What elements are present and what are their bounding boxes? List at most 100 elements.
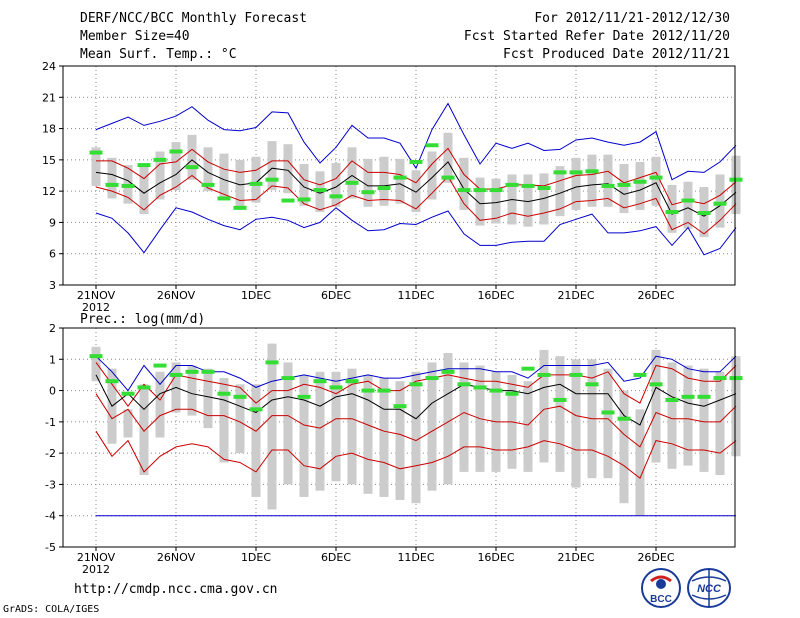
temp-box [331,162,341,207]
prec-obs-mark [409,382,423,387]
temp-box [203,147,213,192]
temp-box [459,157,469,210]
source-url[interactable]: http://cmdp.ncc.cma.gov.cn [74,582,278,597]
temp-obs-mark [569,170,583,175]
temp-ytick-label: 15 [42,154,56,167]
prec-box [459,362,469,472]
temp-box [187,134,197,180]
prec-obs-mark [217,391,231,396]
temp-ytick-label: 3 [49,279,56,292]
temp-box [523,174,533,227]
temp-box [651,156,661,206]
prec-xtick-label: 26DEC [637,551,674,564]
temp-box [91,147,101,186]
temp-obs-mark [409,159,423,164]
prec-box [91,346,101,382]
prec-box [603,368,613,479]
prec-box [203,368,213,429]
temp-xtick-year: 2012 [82,301,110,314]
temp-box [395,158,405,204]
prec-obs-mark [233,394,247,399]
prec-obs-mark [729,376,743,381]
prec-box [539,349,549,463]
prec-box [123,409,133,438]
prec-box [155,371,165,438]
temp-obs-mark [329,194,343,199]
bcc-logo-text: BCC [650,594,672,605]
temp-obs-mark [345,180,359,185]
variable-label: Mean Surf. Temp.: °C [80,47,237,62]
prec-obs-mark [697,394,711,399]
prec-box [571,359,581,488]
temp-box [267,141,277,191]
prec-ytick-label: -5 [45,541,56,554]
temp-obs-mark [105,182,119,187]
temp-obs-mark [137,163,151,168]
prec-xtick-label: 6DEC [321,551,351,564]
temp-obs-mark [185,165,199,170]
temp-obs-mark [233,205,247,210]
prec-obs-mark [713,376,727,381]
prec-obs-mark [297,394,311,399]
temp-box [443,132,453,183]
prec-obs-mark [537,372,551,377]
prec-obs-mark [505,391,519,396]
prec-obs-mark [265,360,279,365]
prec-ytick-label: -1 [45,416,56,429]
prec-series-lower [95,393,737,448]
temp-obs-mark [697,211,711,216]
ncc-logo-text: NCC [697,583,722,595]
prec-xtick-label: 21DEC [557,551,594,564]
temp-series-max [95,102,737,181]
temp-obs-mark [665,210,679,214]
prec-obs-mark [425,376,439,381]
prec-box [187,365,197,416]
prec-box [411,371,421,504]
temp-ytick-label: 12 [42,185,56,198]
temp-obs-mark [601,183,615,188]
prec-obs-mark [105,379,119,384]
prec-box [699,368,709,472]
temp-obs-mark [457,188,471,193]
prec-box [299,374,309,497]
prec-obs-mark [649,382,663,387]
prec-ytick-label: -4 [45,510,56,523]
prec-obs-mark [489,388,503,393]
temp-obs-mark [297,197,311,202]
prec-box [251,384,261,497]
prec-obs-mark [121,391,135,396]
temp-obs-mark [633,179,647,184]
prec-obs-mark [345,379,359,384]
temp-box [411,170,421,212]
prec-obs-mark [377,388,391,393]
temp-obs-mark [617,182,631,187]
temp-obs-mark [649,175,663,180]
temp-xtick-label: 21DEC [557,289,594,302]
prec-ytick-label: 2 [49,322,56,335]
prec-box [523,381,533,472]
prec-box [555,356,565,472]
prec-ytick-label: 1 [49,353,56,366]
temp-obs-mark [585,169,599,174]
temp-xtick-label: 26NOV [157,289,196,302]
prec-obs-mark [457,382,471,387]
forecast-period: For 2012/11/21-2012/12/30 [534,11,730,26]
temp-obs-mark [537,186,551,191]
prec-box [267,343,277,510]
temp-obs-mark [473,188,487,193]
forecast-started-date: Fcst Started Refer Date 2012/11/20 [463,29,730,44]
prec-ytick-label: 0 [49,385,56,398]
prec-box [235,384,245,454]
prec-box [667,362,677,469]
temp-obs-mark [153,157,167,162]
prec-box [715,371,725,476]
temp-obs-mark [217,196,231,201]
prec-obs-mark [153,363,167,368]
temp-xtick-label: 26DEC [637,289,674,302]
prec-obs-mark [681,394,695,399]
prec-obs-mark [393,404,407,409]
prec-ytick-label: -2 [45,447,56,460]
temp-box [219,153,229,199]
prec-obs-mark [329,385,343,390]
temp-box [571,157,581,210]
